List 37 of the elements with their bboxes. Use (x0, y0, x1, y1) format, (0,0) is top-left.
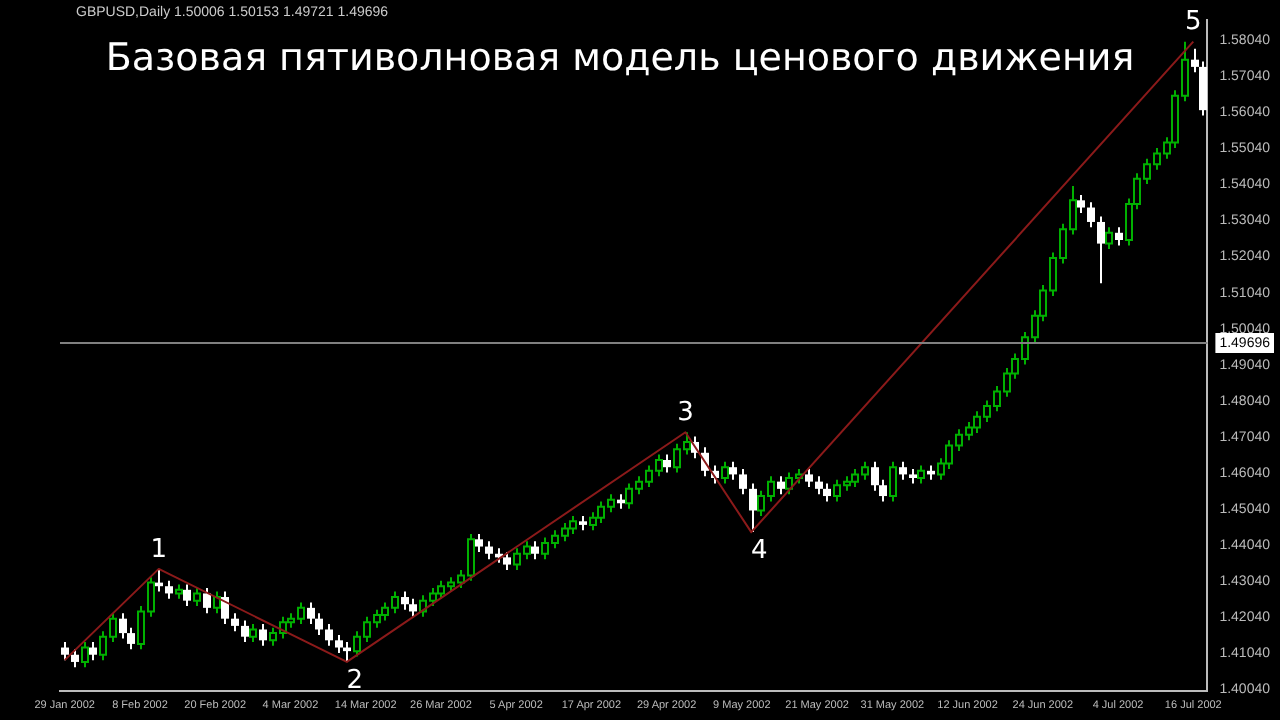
candlestick (777, 475, 785, 496)
candlestick (749, 482, 757, 534)
candlestick (221, 590, 229, 626)
candlestick (183, 583, 191, 608)
candlestick (663, 453, 671, 474)
candlestick (531, 540, 539, 561)
candlestick (165, 579, 173, 600)
candlestick (739, 468, 747, 496)
candlestick (401, 590, 409, 611)
annotation: 5 (1185, 7, 1202, 38)
candlestick (335, 633, 343, 654)
candlestick (1115, 226, 1123, 247)
candlestick (203, 587, 211, 615)
candlestick (259, 623, 267, 647)
candlestick (815, 475, 823, 496)
candlestick (805, 468, 813, 489)
candlestick (89, 641, 97, 662)
candlestick (71, 648, 79, 669)
candlestick (1097, 215, 1105, 285)
text: Базовая пятиволновая модель ценового движения (103, 36, 1137, 80)
candlestick (241, 619, 249, 644)
candlestick (475, 532, 483, 553)
annotation: 3 (677, 397, 694, 428)
candlestick (231, 612, 239, 633)
candlestick (409, 597, 417, 618)
annotation: 1 (150, 534, 168, 565)
candlestick (899, 460, 907, 481)
candlestick (325, 623, 333, 647)
candlestick (1077, 193, 1085, 214)
annotation: 4 (750, 535, 768, 566)
annotation: 2 (346, 665, 364, 696)
candlestick (1087, 201, 1095, 229)
candlestick (503, 550, 511, 571)
candlestick (61, 641, 69, 662)
candlestick (729, 460, 737, 481)
candlestick (823, 482, 831, 503)
candlestick (485, 540, 493, 561)
